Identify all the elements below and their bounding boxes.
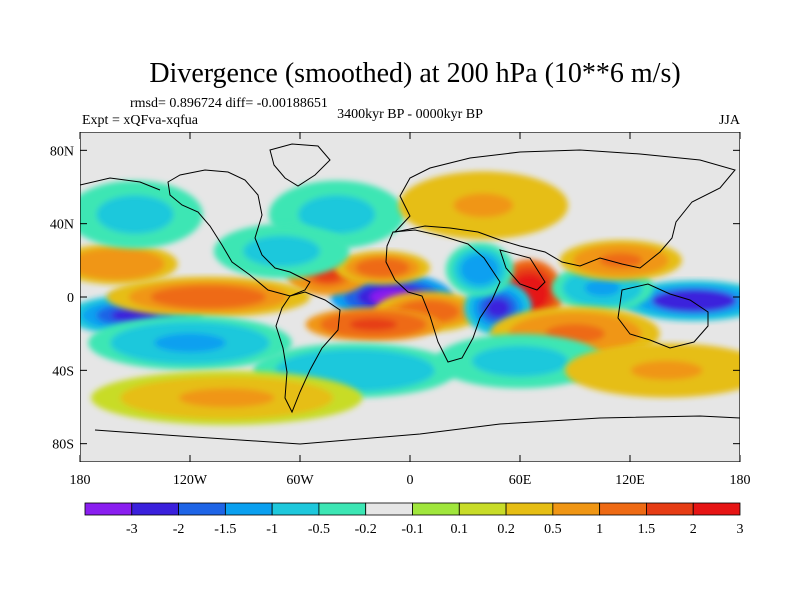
anomaly-4-band-3	[349, 318, 398, 331]
anomaly-22-band-3	[630, 360, 703, 380]
anomaly-18-band-3	[453, 193, 514, 218]
colorbar-label-6: -0.1	[401, 522, 423, 537]
colorbar-label-0: -3	[126, 522, 138, 537]
colorbar-label-2: -1.5	[214, 522, 236, 537]
colorbar-swatch-3	[224, 502, 273, 516]
y-tick-label-2: 0	[67, 291, 74, 306]
anomaly-15-band-3	[154, 333, 226, 353]
anomaly-9-band-3	[584, 279, 621, 297]
anomaly-23	[213, 224, 350, 279]
x-tick-label-0: 180	[70, 473, 91, 488]
anomaly-14	[80, 243, 178, 285]
x-tick-label-3: 0	[407, 473, 414, 488]
stats-label: rmsd= 0.896724 diff= -0.00188651	[130, 96, 328, 111]
anomaly-7-band-3	[467, 259, 492, 280]
anomaly-4	[305, 307, 442, 342]
anomaly-19-band-3	[319, 360, 391, 380]
anomaly-18	[398, 171, 569, 240]
colorbar: -3 -2 -1.5 -1 -0.5 -0.2 -0.1 0.1 0.2 0.5 1 1.5 2 3	[84, 502, 744, 537]
anomaly-7	[445, 242, 514, 297]
chart-title: Divergence (smoothed) at 200 hPa (10**6 …	[149, 58, 680, 89]
anomaly-6-band-3	[486, 298, 510, 318]
anomaly-15	[88, 315, 292, 370]
colorbar-swatch-11	[599, 502, 647, 516]
colorbar-label-10: 1	[596, 522, 603, 537]
colorbar-swatch-10	[552, 502, 601, 516]
colorbar-label-11: 1.5	[638, 522, 656, 537]
colorbar-label-3: -1	[266, 522, 278, 537]
y-tick-label-3: 40S	[52, 364, 74, 379]
anomaly-17-band-3	[312, 202, 361, 227]
anomaly-22	[564, 343, 740, 398]
experiment-label: Expt = xQFva-xqfua	[82, 113, 199, 128]
colorbar-swatch-12	[646, 502, 694, 516]
anomaly-13-band-3	[172, 289, 245, 305]
anomaly-10-band-3	[599, 253, 643, 268]
anomaly-2	[335, 250, 430, 285]
period-label: 3400kyr BP - 0000kyr BP	[337, 107, 483, 122]
colorbar-label-12: 2	[690, 522, 697, 537]
anomaly-23-band-3	[257, 241, 306, 261]
colorbar-label-13: 3	[737, 522, 744, 537]
anomaly-16	[80, 180, 203, 249]
x-tick-label-2: 60W	[286, 473, 314, 488]
x-tick-label-5: 120E	[615, 473, 645, 488]
y-axis: 80N 40N 0 40S 80S	[50, 144, 740, 453]
colorbar-label-1: -2	[173, 522, 185, 537]
anomaly-21	[91, 370, 363, 425]
y-tick-label-0: 80N	[50, 144, 74, 159]
divergence-field	[80, 171, 740, 425]
anomaly-13	[106, 276, 311, 318]
x-axis: 180 120W 60W 0 60E 120E 180	[70, 132, 751, 488]
colorbar-swatch-7	[412, 502, 460, 516]
colorbar-swatch-5	[318, 502, 367, 516]
map-area	[80, 132, 740, 462]
anomaly-2-band-3	[365, 261, 400, 274]
colorbar-label-4: -0.5	[308, 522, 330, 537]
colorbar-label-8: 0.2	[497, 522, 515, 537]
colorbar-label-5: -0.2	[355, 522, 377, 537]
colorbar-swatch-4	[271, 502, 320, 516]
colorbar-swatch-2	[178, 502, 226, 516]
anomaly-21-band-3	[179, 388, 275, 408]
anomaly-20	[435, 334, 605, 389]
colorbar-swatch-8	[458, 502, 507, 516]
colorbar-swatch-9	[505, 502, 554, 516]
x-tick-label-1: 120W	[173, 473, 208, 488]
season-label: JJA	[719, 113, 741, 128]
colorbar-swatch-0	[84, 502, 133, 516]
coastlines	[80, 143, 740, 445]
anomaly-16-band-3	[111, 202, 159, 227]
colorbar-label-9: 0.5	[544, 522, 562, 537]
anomaly-14-band-3	[95, 256, 139, 272]
anomaly-20-band-3	[490, 351, 550, 371]
colorbar-swatch-6	[365, 502, 413, 516]
colorbar-swatch-13	[692, 502, 741, 516]
anomaly-10	[559, 239, 682, 281]
y-tick-label-1: 40N	[50, 218, 74, 233]
x-tick-label-6: 180	[730, 473, 751, 488]
colorbar-label-7: 0.1	[451, 522, 469, 537]
y-tick-label-4: 80S	[52, 438, 74, 453]
colorbar-swatch-1	[131, 502, 179, 516]
x-tick-label-4: 60E	[509, 473, 532, 488]
